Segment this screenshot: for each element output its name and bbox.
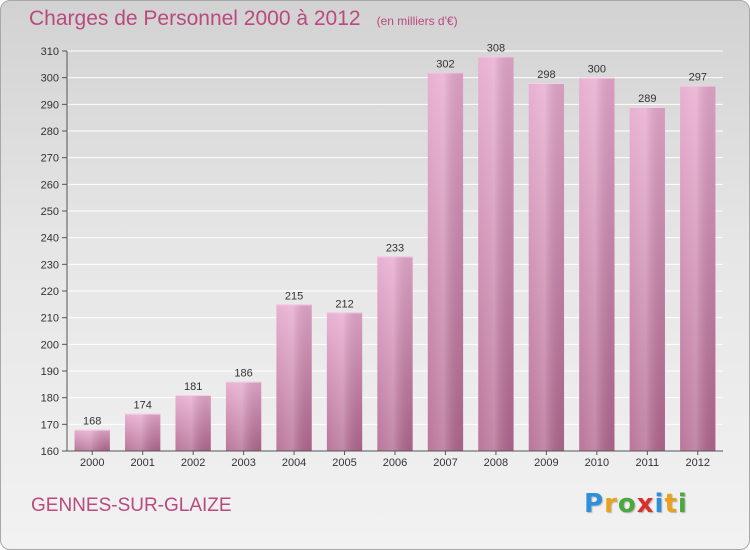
bars [74,56,716,452]
bar-shine [326,312,363,451]
logo-letter: t [664,489,678,519]
x-tick-label: 2005 [332,457,356,469]
bar-shine [276,304,312,451]
bar-shine [629,107,665,451]
data-label: 298 [537,69,555,81]
x-tick-label: 2000 [80,457,104,469]
logo-letter: r [604,489,618,519]
bar-shine [74,429,110,451]
y-tick-label: 190 [41,366,59,378]
data-label: 174 [134,400,152,412]
y-tick-label: 240 [41,233,59,245]
logo-letter: P [584,489,605,519]
bar-shine [175,395,211,451]
y-tick-label: 310 [41,46,59,58]
x-tick-label: 2009 [534,457,558,469]
data-label: 181 [184,381,202,393]
x-tick-label: 2008 [484,457,508,469]
data-label: 308 [487,42,505,54]
y-tick-label: 270 [41,153,59,165]
y-tick-label: 210 [41,313,59,325]
y-tick-label: 290 [41,99,59,111]
y-tick-label: 230 [41,259,59,271]
x-tick-label: 2012 [686,457,710,469]
bar-shine [478,56,514,451]
bar-shine [125,413,161,451]
y-tick-label: 220 [41,286,59,298]
data-label: 212 [335,298,353,310]
x-tick-label: 2010 [585,457,609,469]
data-label: 297 [689,72,707,84]
logo-letter: x [636,489,655,519]
x-tick-label: 2004 [282,457,306,469]
proxiti-logo: Proxiti [584,489,688,519]
y-tick-label: 160 [41,446,59,458]
bar-shine [528,83,565,451]
logo-letter: i [677,489,688,519]
bar-shine [377,256,413,451]
x-tick-label: 2003 [231,457,255,469]
logo-letter: o [617,489,637,519]
commune-name: GENNES-SUR-GLAIZE [31,495,232,516]
bar-shine [680,85,716,452]
axes [62,50,723,455]
x-tick-label: 2011 [635,457,659,469]
bar-shine [427,72,464,451]
data-label: 168 [83,416,101,428]
y-tick-label: 180 [41,393,59,405]
chart-title-text: Charges de Personnel 2000 à 2012 [29,7,361,30]
data-label: 215 [285,290,303,302]
chart-unit: (en milliers d'€) [376,14,458,28]
labels: 160 170 180 190 200 210 220 230 240 250 260 270 280 2… [41,42,710,469]
y-tick-label: 280 [41,126,59,138]
x-tick-label: 2001 [130,457,154,469]
data-label: 186 [234,368,252,380]
y-tick-label: 300 [41,73,59,85]
x-tick-label: 2007 [433,457,457,469]
y-tick-label: 200 [41,339,59,351]
bar-shine [579,77,615,452]
chart-title: Charges de Personnel 2000 à 2012 (en mill… [29,7,458,31]
data-label: 302 [436,58,454,70]
y-tick-label: 170 [41,419,59,431]
x-tick-label: 2006 [383,457,407,469]
x-tick-label: 2002 [181,457,205,469]
y-tick-label: 250 [41,206,59,218]
y-tick-label: 260 [41,179,59,191]
data-label: 233 [386,242,404,254]
bar-shine [225,381,262,451]
data-label: 300 [588,64,606,76]
logo-letter: i [654,489,665,519]
data-label: 289 [638,93,656,105]
